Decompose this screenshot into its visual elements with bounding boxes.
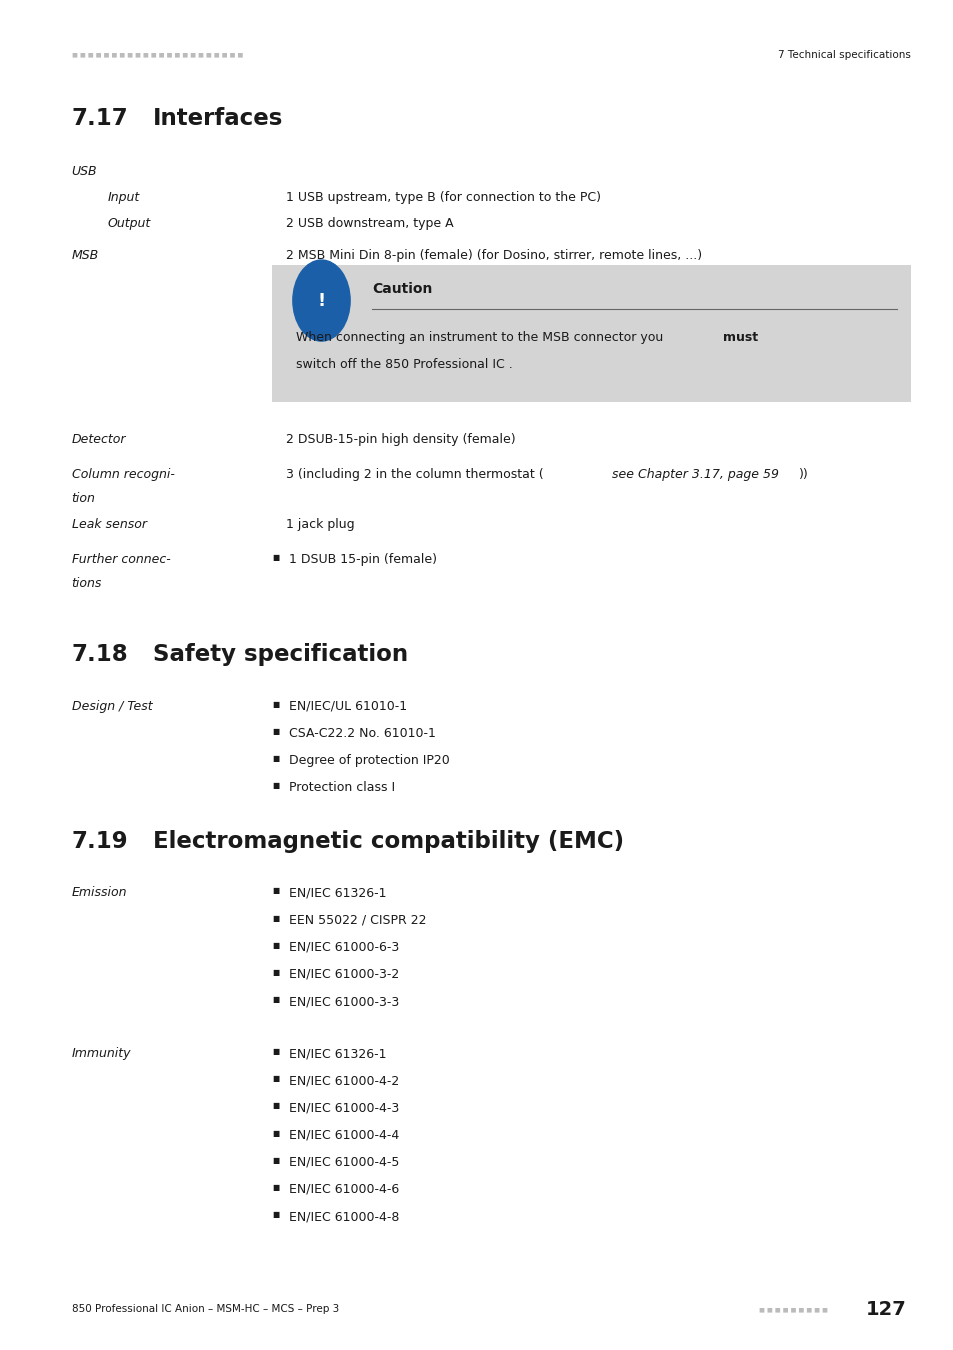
Text: 2 USB downstream, type A: 2 USB downstream, type A — [286, 216, 454, 230]
Text: ■: ■ — [272, 699, 279, 709]
Text: 850 Professional IC Anion – MSM-HC – MCS – Prep 3: 850 Professional IC Anion – MSM-HC – MCS… — [71, 1304, 338, 1315]
Text: Emission: Emission — [71, 887, 127, 899]
Text: Further connec-: Further connec- — [71, 554, 171, 567]
Text: EN/IEC 61000-4-5: EN/IEC 61000-4-5 — [289, 1156, 399, 1169]
Text: 7.19: 7.19 — [71, 830, 128, 853]
Text: 1 jack plug: 1 jack plug — [286, 518, 355, 531]
Text: Input: Input — [108, 190, 140, 204]
Text: Design / Test: Design / Test — [71, 699, 152, 713]
Text: EN/IEC 61000-3-3: EN/IEC 61000-3-3 — [289, 995, 399, 1008]
Text: CSA-C22.2 No. 61010-1: CSA-C22.2 No. 61010-1 — [289, 728, 436, 740]
FancyBboxPatch shape — [272, 265, 910, 402]
Text: EN/IEC 61326-1: EN/IEC 61326-1 — [289, 887, 386, 899]
Text: USB: USB — [71, 165, 97, 178]
Text: Output: Output — [108, 216, 151, 230]
Text: EN/IEC 61000-4-8: EN/IEC 61000-4-8 — [289, 1210, 399, 1223]
Text: switch off the 850 Professional IC .: switch off the 850 Professional IC . — [295, 358, 512, 371]
Text: EN/IEC 61000-4-2: EN/IEC 61000-4-2 — [289, 1075, 399, 1087]
Text: Detector: Detector — [71, 433, 126, 446]
Text: 1 USB upstream, type B (for connection to the PC): 1 USB upstream, type B (for connection t… — [286, 190, 600, 204]
Text: 7.18: 7.18 — [71, 643, 128, 666]
Text: see Chapter 3.17, page 59: see Chapter 3.17, page 59 — [611, 468, 779, 482]
Text: Caution: Caution — [372, 282, 432, 296]
Text: Interfaces: Interfaces — [152, 107, 283, 130]
Text: ■: ■ — [272, 1129, 279, 1138]
Text: Leak sensor: Leak sensor — [71, 518, 147, 531]
Text: EN/IEC/UL 61010-1: EN/IEC/UL 61010-1 — [289, 699, 407, 713]
Text: ■: ■ — [272, 728, 279, 736]
Text: ■: ■ — [272, 1210, 279, 1219]
Text: ■: ■ — [272, 941, 279, 950]
Text: tion: tion — [71, 491, 95, 505]
Text: ■: ■ — [272, 755, 279, 763]
Text: EN/IEC 61000-4-3: EN/IEC 61000-4-3 — [289, 1102, 399, 1115]
Text: ■: ■ — [272, 782, 279, 790]
Text: ■: ■ — [272, 995, 279, 1004]
Text: ■: ■ — [272, 914, 279, 922]
Text: 2 MSB Mini Din 8-pin (female) (for Dosino, stirrer, remote lines, ...): 2 MSB Mini Din 8-pin (female) (for Dosin… — [286, 248, 701, 262]
Text: 2 DSUB-15-pin high density (female): 2 DSUB-15-pin high density (female) — [286, 433, 516, 446]
Text: ■: ■ — [272, 1102, 279, 1111]
Text: MSB: MSB — [71, 248, 99, 262]
Text: !: ! — [317, 292, 325, 309]
Text: EN/IEC 61000-4-6: EN/IEC 61000-4-6 — [289, 1183, 399, 1196]
Text: EN/IEC 61000-4-4: EN/IEC 61000-4-4 — [289, 1129, 399, 1142]
Text: EEN 55022 / CISPR 22: EEN 55022 / CISPR 22 — [289, 914, 426, 926]
Text: Immunity: Immunity — [71, 1048, 131, 1060]
Text: 7 Technical specifications: 7 Technical specifications — [778, 50, 910, 61]
Text: )): )) — [798, 468, 807, 482]
Text: ■: ■ — [272, 554, 279, 563]
Text: ■: ■ — [272, 968, 279, 977]
Text: EN/IEC 61326-1: EN/IEC 61326-1 — [289, 1048, 386, 1060]
Text: must: must — [722, 331, 758, 344]
Text: 127: 127 — [864, 1300, 905, 1319]
Text: ■ ■ ■ ■ ■ ■ ■ ■ ■: ■ ■ ■ ■ ■ ■ ■ ■ ■ — [759, 1307, 829, 1312]
Text: EN/IEC 61000-6-3: EN/IEC 61000-6-3 — [289, 941, 399, 954]
Text: tions: tions — [71, 576, 102, 590]
Text: ■: ■ — [272, 1183, 279, 1192]
Text: When connecting an instrument to the MSB connector you: When connecting an instrument to the MSB… — [295, 331, 666, 344]
Text: Protection class I: Protection class I — [289, 782, 395, 794]
Text: 3 (including 2 in the column thermostat (: 3 (including 2 in the column thermostat … — [286, 468, 543, 482]
Text: EN/IEC 61000-3-2: EN/IEC 61000-3-2 — [289, 968, 399, 981]
Text: Column recogni-: Column recogni- — [71, 468, 174, 482]
Text: Safety specification: Safety specification — [152, 643, 407, 666]
Text: ■: ■ — [272, 1075, 279, 1083]
Text: ■: ■ — [272, 887, 279, 895]
Text: Electromagnetic compatibility (EMC): Electromagnetic compatibility (EMC) — [152, 830, 623, 853]
Text: ■ ■ ■ ■ ■ ■ ■ ■ ■ ■ ■ ■ ■ ■ ■ ■ ■ ■ ■ ■ ■ ■: ■ ■ ■ ■ ■ ■ ■ ■ ■ ■ ■ ■ ■ ■ ■ ■ ■ ■ ■ ■ … — [71, 53, 245, 58]
Text: ■: ■ — [272, 1048, 279, 1056]
Text: 1 DSUB 15-pin (female): 1 DSUB 15-pin (female) — [289, 554, 436, 567]
Text: ■: ■ — [272, 1156, 279, 1165]
Circle shape — [293, 261, 350, 342]
Text: Degree of protection IP20: Degree of protection IP20 — [289, 755, 450, 767]
Text: 7.17: 7.17 — [71, 107, 128, 130]
